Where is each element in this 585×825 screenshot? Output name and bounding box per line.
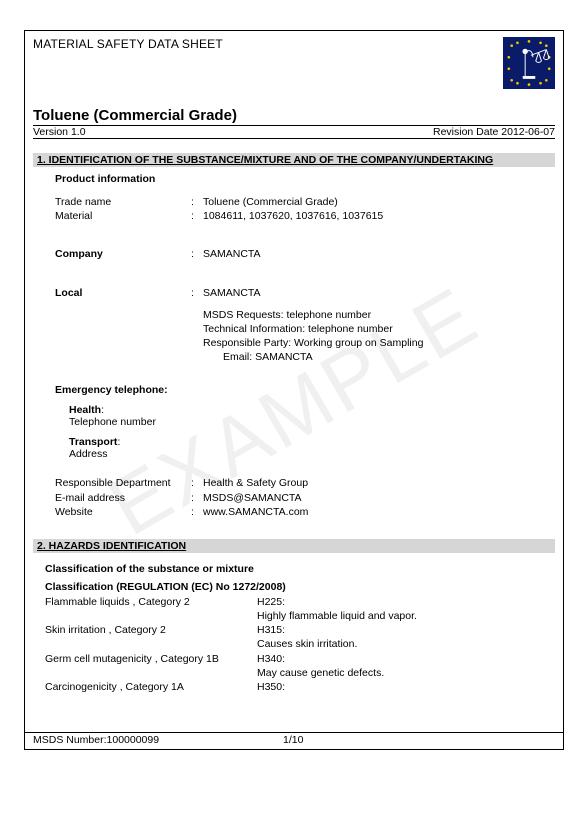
product-info-label: Product information xyxy=(55,173,545,185)
resp-dept-label: Responsible Department xyxy=(55,476,191,490)
eu-logo-svg xyxy=(504,38,554,88)
transport-value: Address xyxy=(69,448,545,460)
colon: : xyxy=(191,247,203,261)
trade-name-label: Trade name xyxy=(55,195,191,209)
hazard-code-2: H340: xyxy=(257,652,545,666)
colon-inline: : xyxy=(117,436,120,448)
hazard-code-0: H225: xyxy=(257,595,545,609)
local-line-2: Technical Information: telephone number xyxy=(203,322,545,336)
email-value: MSDS@SAMANCTA xyxy=(203,491,545,505)
revision-date: Revision Date 2012-06-07 xyxy=(433,126,555,138)
section2-heading: 2. HAZARDS IDENTIFICATION xyxy=(33,539,555,553)
hazard-desc-2: May cause genetic defects. xyxy=(257,666,545,680)
msds-number-value: 100000099 xyxy=(107,734,160,746)
hazard-code-3: H350: xyxy=(257,680,545,694)
version-text: Version 1.0 xyxy=(33,126,86,138)
msds-number-label: MSDS Number: xyxy=(33,734,107,746)
emergency-label: Emergency telephone: xyxy=(55,384,545,396)
hazard-desc-1: Causes skin irritation. xyxy=(257,637,545,651)
eu-logo xyxy=(503,37,555,89)
email-label: E-mail address xyxy=(55,491,191,505)
material-label: Material xyxy=(55,209,191,223)
colon: : xyxy=(191,286,203,300)
hazard-cat-1: Skin irritation , Category 2 xyxy=(45,623,257,637)
transport-label: Transport xyxy=(69,436,117,448)
local-value: SAMANCTA xyxy=(203,286,545,300)
trade-name-value: Toluene (Commercial Grade) xyxy=(203,195,545,209)
doc-title: MATERIAL SAFETY DATA SHEET xyxy=(33,37,223,51)
section2-content: Classification of the substance or mixtu… xyxy=(25,553,563,698)
company-label: Company xyxy=(55,247,191,261)
material-value: 1084611, 1037620, 1037616, 1037615 xyxy=(203,209,545,223)
classification-sub-label: Classification of the substance or mixtu… xyxy=(45,563,545,575)
colon: : xyxy=(191,476,203,490)
colon: : xyxy=(191,505,203,519)
hazard-cat-0: Flammable liquids , Category 2 xyxy=(45,595,257,609)
health-value: Telephone number xyxy=(69,416,545,428)
colon: : xyxy=(191,195,203,209)
company-value: SAMANCTA xyxy=(203,247,545,261)
local-label: Local xyxy=(55,286,191,300)
local-line-3: Responsible Party: Working group on Samp… xyxy=(203,336,545,350)
version-row: Version 1.0 Revision Date 2012-06-07 xyxy=(25,126,563,138)
resp-dept-value: Health & Safety Group xyxy=(203,476,545,490)
hazard-desc-0: Highly flammable liquid and vapor. xyxy=(257,609,545,623)
health-label: Health xyxy=(69,404,101,416)
website-value: www.SAMANCTA.com xyxy=(203,505,545,519)
hazard-cat-3: Carcinogenicity , Category 1A xyxy=(45,680,257,694)
colon: : xyxy=(191,491,203,505)
local-line-1: MSDS Requests: telephone number xyxy=(203,308,545,322)
hazard-code-1: H315: xyxy=(257,623,545,637)
local-line-4: Email: SAMANCTA xyxy=(203,350,545,364)
website-label: Website xyxy=(55,505,191,519)
section1-content: Product information Trade name : Toluene… xyxy=(25,167,563,533)
product-title-row: Toluene (Commercial Grade) xyxy=(25,105,563,125)
page-number: 1/10 xyxy=(283,734,555,746)
classification-reg-label: Classification (REGULATION (EC) No 1272/… xyxy=(45,581,545,593)
section1-heading: 1. IDENTIFICATION OF THE SUBSTANCE/MIXTU… xyxy=(33,153,555,167)
product-name: Toluene (Commercial Grade) xyxy=(33,107,555,124)
colon: : xyxy=(191,209,203,223)
header-row: MATERIAL SAFETY DATA SHEET xyxy=(25,31,563,105)
colon-inline: : xyxy=(101,404,104,416)
footer-row: MSDS Number:100000099 1/10 xyxy=(25,732,563,749)
hazard-cat-2: Germ cell mutagenicity , Category 1B xyxy=(45,652,257,666)
page-border: EXAMPLE MATERIAL SAFETY DATA SHEET xyxy=(24,30,564,750)
